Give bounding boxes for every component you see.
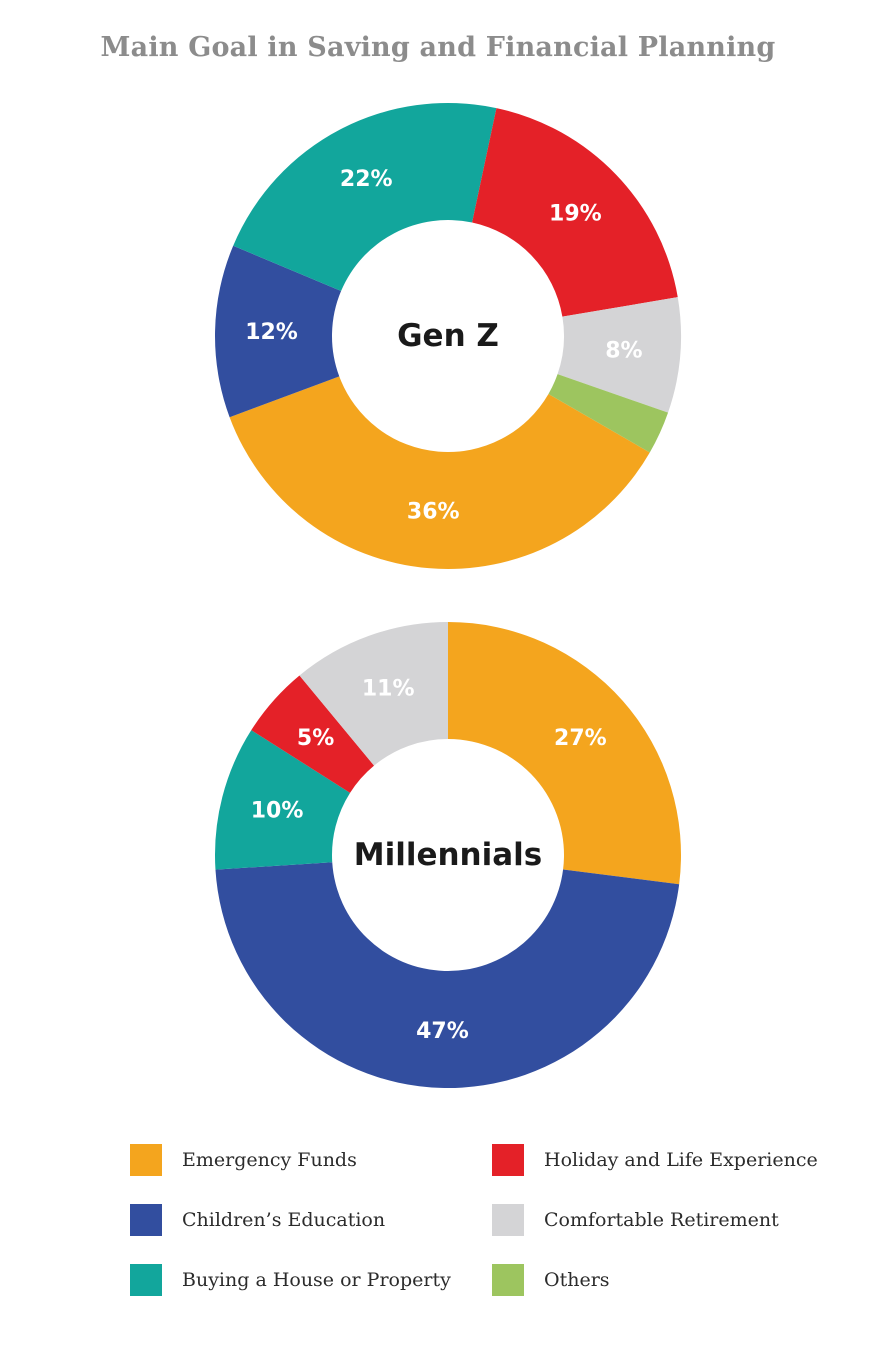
data-label-children-s-education: 47% [416,1019,469,1044]
millennials-donut-chart: 27% 47% 10% 5% 11% Millennials [215,622,681,1088]
legend: Emergency Funds Holiday and Life Experie… [130,1142,850,1297]
chart-center-title: Millennials [354,837,543,873]
slice-holiday-and-life-experience [472,108,678,317]
legend-swatch-emergency-funds [130,1143,162,1176]
data-label-emergency-funds: 27% [554,726,607,751]
data-label-buying-a-house-or-property: 22% [340,167,393,192]
data-label-holiday-and-life-experience: 5% [297,726,334,751]
data-label-children-s-education: 12% [245,320,298,345]
slice-emergency-funds [448,622,681,885]
legend-item-holiday: Holiday and Life Experience [492,1142,850,1177]
slice-others [548,374,669,453]
legend-label: Holiday and Life Experience [544,1148,818,1171]
data-label-comfortable-retirement: 11% [362,676,415,701]
donut-charts: 36% 12% 22% 19% 8% 3% Gen Z 27% 47% 10% 5% 11% Mill… [215,102,709,1088]
legend-label: Others [544,1268,610,1291]
data-label-comfortable-retirement: 8% [605,338,642,363]
legend-label: Emergency Funds [182,1148,357,1171]
slice-children-s-education [215,862,680,1088]
slice-comfortable-retirement [299,622,448,766]
legend-item-comfortable-retirement: Comfortable Retirement [492,1202,850,1237]
slice-children-s-education [215,245,342,418]
legend-swatch-others [492,1263,524,1296]
data-label-others: 3% [672,435,709,460]
slice-buying-a-house-or-property [233,102,497,292]
legend-swatch-holiday [492,1143,524,1176]
legend-label: Buying a House or Property [182,1268,451,1291]
chart-center-title: Gen Z [397,318,499,354]
legend-item-buying-house: Buying a House or Property [130,1262,492,1297]
data-label-holiday-and-life-experience: 19% [549,201,602,226]
legend-label: Comfortable Retirement [544,1208,779,1231]
legend-label: Children’s Education [182,1208,386,1231]
legend-item-childrens-education: Children’s Education [130,1202,492,1237]
legend-swatch-childrens-education [130,1203,162,1236]
slice-buying-a-house-or-property [215,730,351,870]
slice-comfortable-retirement [557,297,681,413]
legend-item-emergency-funds: Emergency Funds [130,1142,492,1177]
gen-z-donut-chart: 36% 12% 22% 19% 8% 3% Gen Z [215,102,709,570]
slice-holiday-and-life-experience [251,675,375,793]
data-label-buying-a-house-or-property: 10% [251,799,304,824]
legend-swatch-comfortable-retirement [492,1203,524,1236]
slice-emergency-funds [229,376,650,570]
data-label-emergency-funds: 36% [407,499,460,524]
legend-swatch-buying-house [130,1263,162,1296]
page-title: Main Goal in Saving and Financial Planni… [100,32,776,63]
legend-item-others: Others [492,1262,850,1297]
